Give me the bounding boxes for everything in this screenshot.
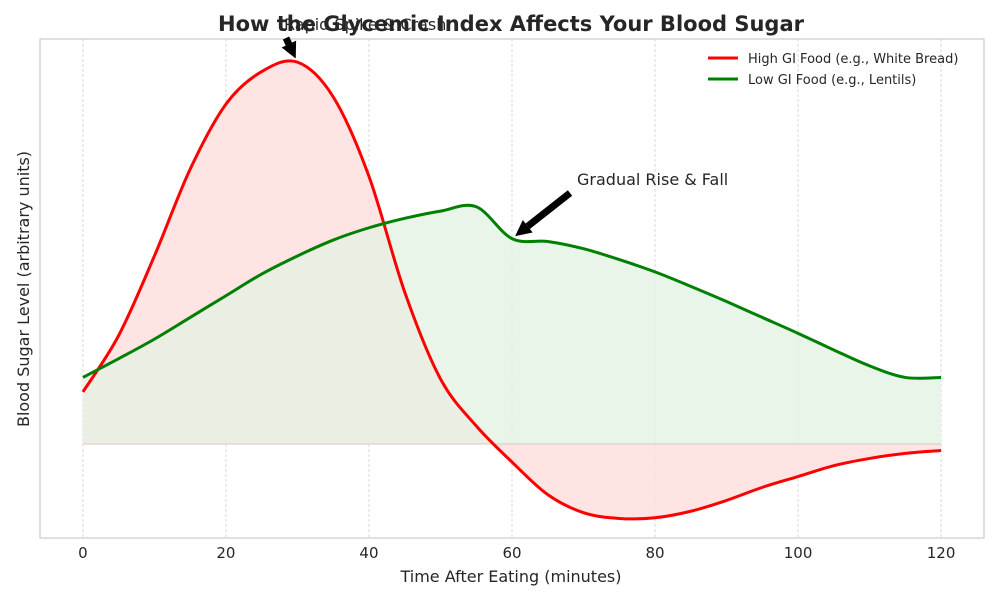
legend-label-low-gi: Low GI Food (e.g., Lentils) — [748, 73, 916, 88]
series-lines — [81, 59, 942, 521]
annotation-arrow-shaft — [282, 36, 293, 46]
series-line-0 — [81, 59, 942, 521]
annotation-rapid-spike: Rapid Spike & Crash — [281, 15, 446, 59]
legend: High GI Food (e.g., White Bread) Low GI … — [708, 52, 958, 88]
y-axis-label: Blood Sugar Level (arbitrary units) — [14, 151, 33, 427]
x-tick-label: 80 — [645, 544, 664, 562]
chart-title: How the Glycemic Index Affects Your Bloo… — [218, 12, 805, 36]
series-fill-1 — [82, 205, 942, 444]
annotation-arrow-shaft — [525, 190, 573, 229]
x-axis-label: Time After Eating (minutes) — [399, 567, 621, 586]
plot-frame — [39, 38, 985, 539]
x-tick-label: 120 — [927, 544, 956, 562]
annotation-arrow-head — [515, 219, 533, 237]
x-tick-label: 60 — [502, 544, 521, 562]
x-tick-label: 0 — [78, 544, 88, 562]
annotations: Rapid Spike & Crash Gradual Rise & Fall — [281, 15, 728, 237]
annotation-gradual-rise: Gradual Rise & Fall — [515, 170, 728, 237]
x-tick-label: 40 — [359, 544, 378, 562]
area-fills — [82, 60, 942, 519]
x-tick-label: 20 — [216, 544, 235, 562]
x-tick-label: 100 — [784, 544, 813, 562]
annotation-label: Rapid Spike & Crash — [284, 15, 446, 34]
series-line-1 — [82, 203, 942, 380]
annotation-label: Gradual Rise & Fall — [577, 170, 728, 189]
legend-label-high-gi: High GI Food (e.g., White Bread) — [748, 52, 958, 67]
x-tick-labels: 0 20 40 60 80 100 120 — [78, 544, 955, 562]
annotation-arrow-head — [281, 40, 297, 59]
